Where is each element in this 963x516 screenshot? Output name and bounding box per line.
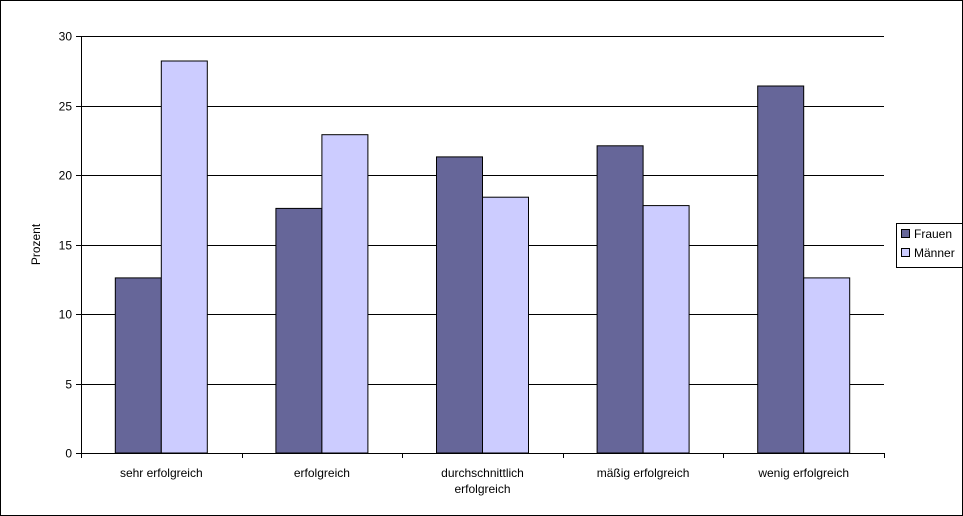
y-tick-label: 0 [65, 447, 72, 461]
axes [81, 36, 885, 458]
legend-label: Männer [914, 246, 955, 260]
bar-m-nner-3 [642, 205, 690, 454]
legend-swatch [901, 248, 910, 257]
bar-m-nner-2 [482, 196, 529, 454]
legend-label: Frauen [914, 227, 952, 241]
legend: Frauen Männer [896, 223, 963, 268]
x-category-line: mäßig erfolgreich [597, 466, 690, 480]
y-tick-labels: 0 5 10 15 20 25 30 [59, 30, 73, 461]
bar-frauen-4 [757, 85, 805, 454]
x-category-line: wenig erfolgreich [757, 466, 849, 480]
y-tick-label: 10 [59, 308, 73, 322]
y-tick-label: 15 [59, 239, 73, 253]
bar-m-nner-1 [321, 134, 369, 454]
bar-frauen-2 [436, 156, 483, 454]
bar-m-nner-0 [160, 60, 208, 454]
y-axis-label: Prozent [29, 223, 43, 265]
x-category-label: wenig erfolgreich [757, 466, 849, 480]
bar-frauen-1 [275, 207, 323, 454]
bars [114, 60, 851, 454]
bar-m-nner-4 [803, 277, 851, 454]
x-category-line: erfolgreich [454, 482, 510, 496]
y-tick-label: 30 [59, 30, 73, 44]
x-category-line: sehr erfolgreich [120, 466, 203, 480]
y-tick-label: 25 [59, 100, 73, 114]
x-category-label: durchschnittlich erfolgreich [441, 466, 524, 496]
x-category-label: erfolgreich [294, 466, 350, 480]
y-tick-label: 20 [59, 169, 73, 183]
x-category-line: durchschnittlich [441, 466, 524, 480]
y-tick-label: 5 [65, 378, 72, 392]
bar-frauen-0 [114, 277, 162, 454]
x-category-label: mäßig erfolgreich [597, 466, 690, 480]
x-category-label: sehr erfolgreich [120, 466, 203, 480]
x-category-labels: sehr erfolgreich erfolgreich durchschnittl… [120, 466, 849, 496]
legend-swatch [901, 229, 910, 238]
bar-frauen-3 [596, 145, 644, 454]
x-category-line: erfolgreich [294, 466, 350, 480]
